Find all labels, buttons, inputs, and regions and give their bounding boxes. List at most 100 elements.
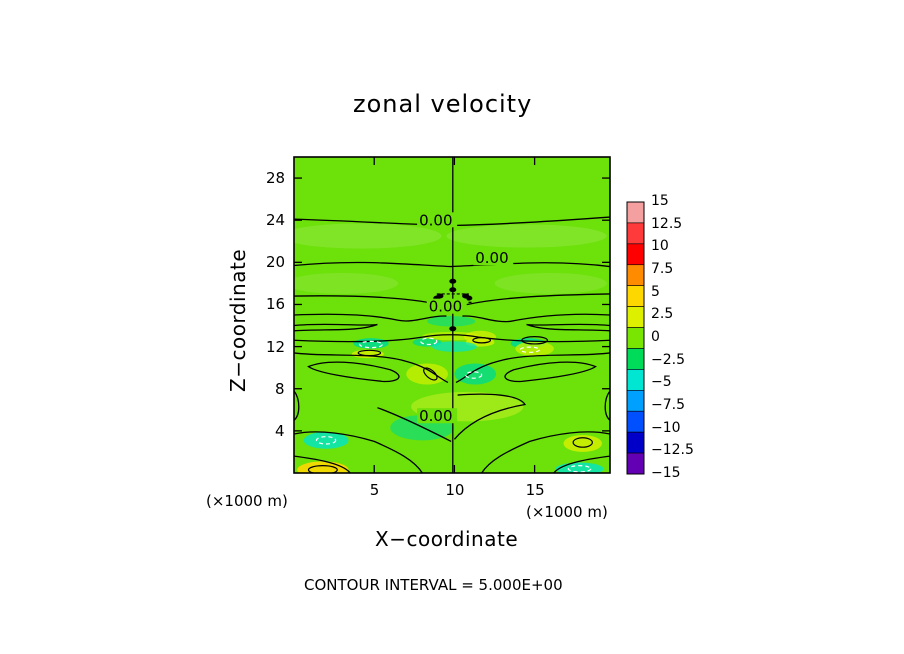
y-tick-label: 8: [275, 379, 285, 398]
contour-line: [453, 393, 527, 440]
contour-line: [307, 361, 400, 383]
x-tick-label: 5: [369, 481, 380, 499]
colorbar-swatch: [626, 222, 645, 245]
colorbar-swatch: [626, 327, 645, 349]
colorbar-swatch: [626, 306, 645, 328]
contour-label: 0.00: [419, 211, 452, 229]
field-patch: [446, 224, 607, 248]
center-disturbance-dot: [449, 287, 457, 293]
y-tick-label: 16: [266, 295, 286, 314]
contour-label-bg: [426, 298, 467, 314]
colorbar-label: 12.5: [651, 215, 683, 232]
colorbar-label: −7.5: [651, 397, 685, 413]
field-patch: [563, 435, 602, 452]
field-patch: [294, 272, 399, 294]
field-patch: [297, 461, 349, 473]
colorbar-swatch: [626, 431, 645, 454]
contour-loop: [521, 336, 549, 345]
negative-contour: [315, 436, 337, 445]
field-patch: [454, 363, 497, 385]
colorbar-frame: [626, 201, 645, 475]
contour-loop: [472, 337, 492, 344]
colorbar-label: 15: [651, 193, 669, 209]
colorbar-label: −2.5: [651, 351, 685, 368]
colorbar-swatch: [626, 201, 645, 224]
contour-line: [294, 431, 423, 473]
contour-line: [481, 431, 610, 473]
contour-label-bg: [473, 250, 514, 266]
field-patch: [353, 338, 389, 349]
colorbar-label: 2.5: [651, 306, 674, 323]
contour-line: [294, 323, 378, 332]
contour-line: [294, 313, 447, 322]
field-patch: [303, 431, 349, 449]
field-patch: [431, 341, 477, 352]
y-axis-title: Z−coordinate: [226, 248, 250, 392]
contour-loop: [357, 349, 382, 357]
chart-title: zonal velocity: [353, 90, 533, 118]
colorbar-swatch: [626, 264, 645, 286]
contour-line: [294, 390, 300, 421]
contour-line: [294, 261, 610, 268]
contour-line: [462, 313, 610, 323]
colorbar-swatch: [626, 243, 645, 266]
y-tick-label: 28: [266, 169, 286, 188]
heatmap-field: [294, 157, 610, 473]
colorbar-swatch: [626, 390, 645, 412]
contour-line: [294, 352, 449, 384]
contour-label-bg: [417, 212, 458, 228]
contour-line: [553, 455, 610, 473]
colorbar-label: −12.5: [651, 442, 694, 459]
contour-label: 0.00: [419, 407, 452, 425]
contour-line: [294, 334, 610, 343]
negative-contour: [519, 346, 540, 353]
colorbar-swatch: [626, 410, 645, 433]
contour-line: [377, 407, 452, 442]
negative-contour: [359, 340, 383, 349]
negative-contour: [567, 465, 592, 473]
colorbar-swatch: [626, 348, 645, 370]
center-disturbance-dot: [449, 278, 457, 284]
y-tick-label: 24: [266, 211, 286, 230]
contour-label: 0.00: [475, 249, 508, 267]
contour-interval-note: CONTOUR INTERVAL = 5.000E+00: [304, 576, 563, 594]
contour-loop: [307, 465, 338, 473]
contour-line: [526, 323, 610, 332]
colorbar-label: 10: [651, 238, 669, 255]
x-unit-label-left: (×1000 m): [206, 492, 288, 510]
colorbar-swatch: [626, 285, 645, 307]
colorbar-swatch: [626, 452, 645, 475]
x-tick-label: 15: [525, 481, 545, 499]
colorbar-label: −15: [651, 465, 681, 481]
contour-line: [604, 390, 610, 421]
contour-line: [294, 455, 351, 473]
field-patch: [427, 316, 476, 327]
colorbar-label: −10: [651, 419, 681, 436]
colorbar-label: 5: [651, 283, 660, 300]
x-axis-title: X−coordinate: [375, 527, 519, 551]
center-disturbance-dot: [465, 295, 473, 301]
colorbar-label: −5: [651, 374, 672, 391]
y-tick-label: 20: [266, 253, 286, 272]
contour-label: 0.00: [429, 298, 462, 316]
contour-line: [504, 361, 597, 383]
field-patch: [406, 363, 448, 385]
plot-frame: [293, 156, 611, 474]
colorbar-label: 0: [651, 329, 660, 345]
contour-loop: [423, 367, 438, 381]
contour-loop: [572, 437, 593, 448]
x-tick-label: 10: [445, 481, 465, 499]
colorbar-swatch: [626, 369, 645, 391]
x-unit-label-right: (×1000 m): [526, 503, 608, 521]
negative-contour: [465, 371, 483, 379]
contour-label-bg: [417, 408, 458, 424]
center-disturbance-dot: [449, 326, 457, 332]
y-tick-label: 12: [266, 337, 286, 356]
colorbar-label: 7.5: [651, 261, 674, 277]
field-patch: [494, 272, 607, 294]
field-patch: [294, 223, 442, 249]
negative-contour: [420, 337, 438, 346]
y-tick-label: 4: [275, 421, 285, 440]
